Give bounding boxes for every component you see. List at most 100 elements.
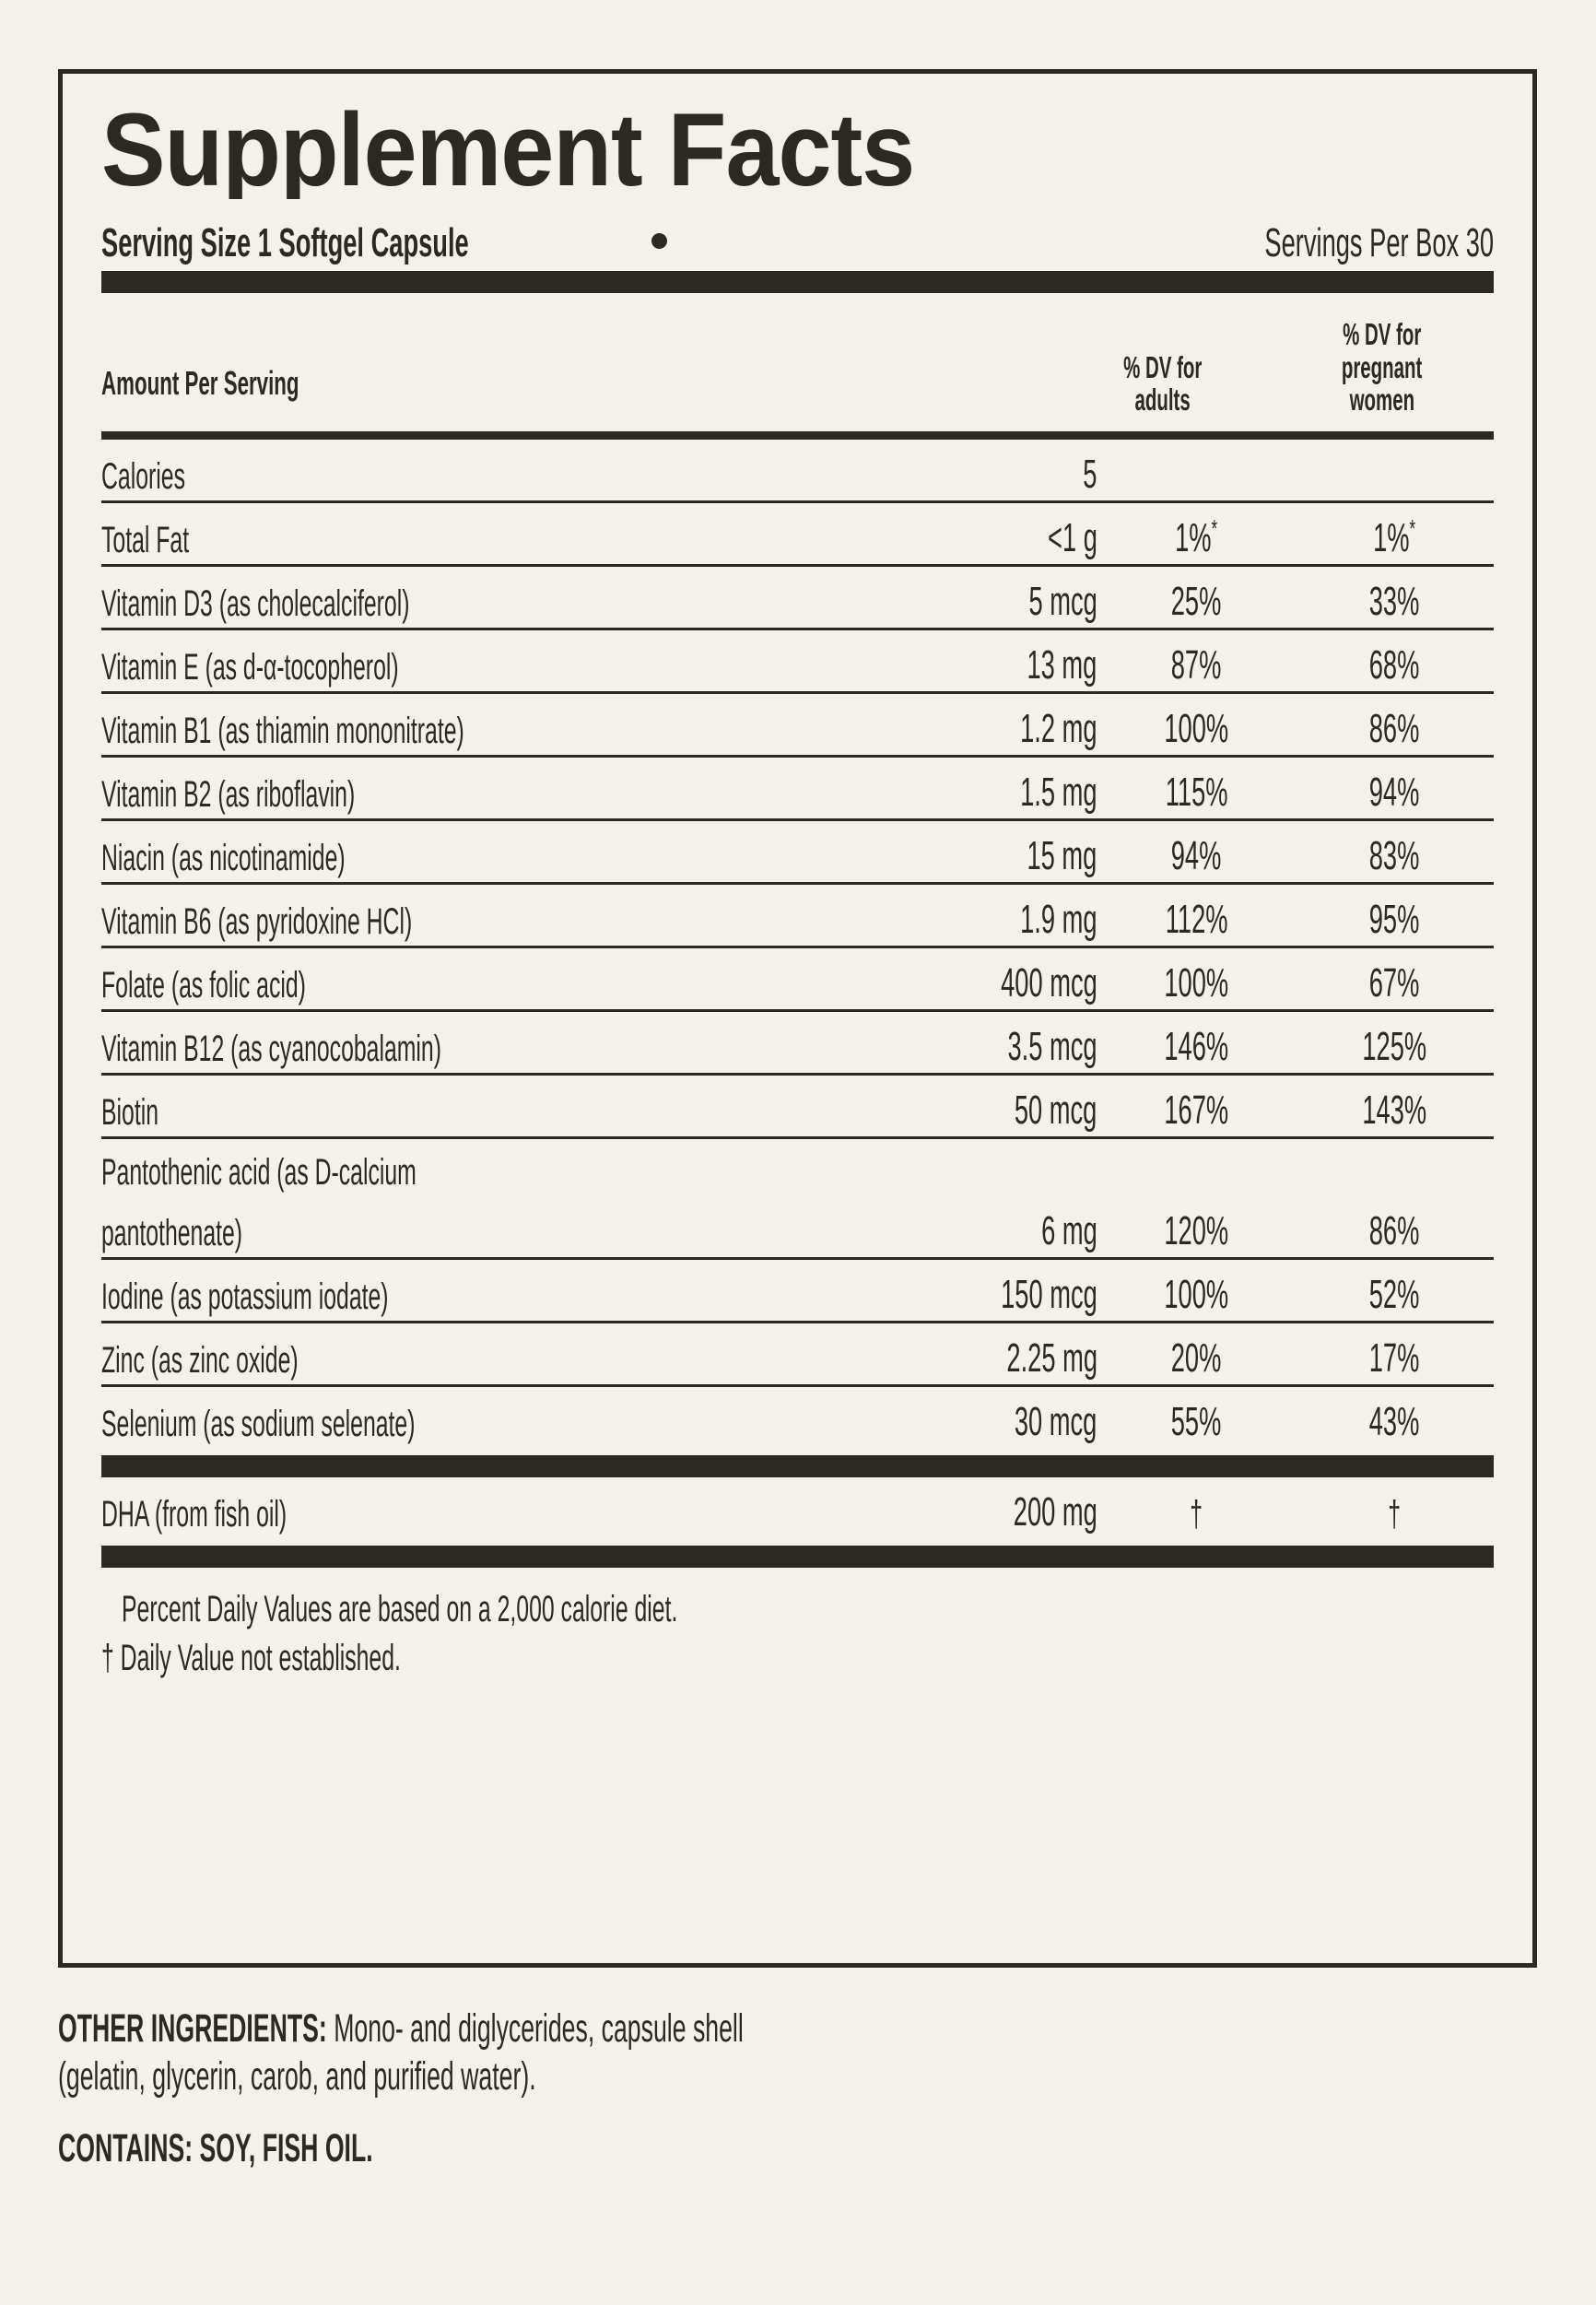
nutrient-amount-cell: 5 mcg xyxy=(746,565,1097,630)
servings-per-box-text: Servings Per Box 30 xyxy=(1124,223,1494,264)
nutrient-dv-adults-cell: 1%* xyxy=(1097,501,1296,567)
asterisk-marker: * xyxy=(1409,513,1416,543)
nutrient-dv-adults-cell: 100% xyxy=(1097,1258,1296,1323)
nutrient-amount-cell: 150 mcg xyxy=(746,1258,1097,1323)
nutrient-dv-adults-cell: 146% xyxy=(1097,1010,1296,1076)
table-row: Vitamin B12 (as cyanocobalamin) 3.5 mcg … xyxy=(101,1010,1494,1076)
spacer-cell xyxy=(746,1138,1097,1197)
nutrient-name-cell: Vitamin E (as d-α-tocopherol) xyxy=(101,629,747,694)
nutrient-name-cell: Zinc (as zinc oxide) xyxy=(101,1322,747,1387)
table-row: Selenium (as sodium selenate) 30 mcg 55%… xyxy=(101,1386,1494,1449)
nutrient-amount-cell: 1.5 mg xyxy=(746,756,1097,821)
contains-allergens-line: CONTAINS: SOY, FISH OIL. xyxy=(58,2125,373,2170)
table-row: Vitamin E (as d-α-tocopherol) 13 mg 87% … xyxy=(101,629,1494,694)
nutrient-name-cell: Vitamin B6 (as pyridoxine HCl) xyxy=(101,883,747,948)
serving-info-row: Serving Size 1 Softgel Capsule Servings … xyxy=(101,206,1494,264)
nutrient-dv-adults-cell: 25% xyxy=(1097,565,1296,630)
nutrient-dv-pregnant-cell: 43% xyxy=(1369,1399,1420,1444)
table-row: Total Fat <1 g 1%* 1%* xyxy=(101,501,1494,567)
nutrient-amount-cell: 200 mg xyxy=(1013,1489,1097,1535)
nutrient-name-cell: DHA (from fish oil) xyxy=(101,1494,288,1535)
nutrient-name-cell: Iodine (as potassium iodate) xyxy=(101,1258,747,1323)
nutrient-dv-pregnant-cell: 67% xyxy=(1295,947,1494,1012)
nutrient-amount-cell: 13 mg xyxy=(746,629,1097,694)
nutrient-dv-pregnant-cell: 143% xyxy=(1295,1074,1494,1139)
other-ingredients-label: OTHER INGREDIENTS: xyxy=(58,2006,327,2051)
table-row: Niacin (as nicotinamide) 15 mg 94% 83% xyxy=(101,819,1494,885)
table-row: Folate (as folic acid) 400 mcg 100% 67% xyxy=(101,947,1494,1012)
nutrient-dv-pregnant-cell: 1%* xyxy=(1295,501,1494,567)
dv-pregnant-header: % DV for pregnant women xyxy=(1342,317,1423,417)
nutrient-amount-cell: 3.5 mcg xyxy=(746,1010,1097,1076)
nutrient-dv-adults-cell: 120% xyxy=(1097,1196,1296,1260)
table-row-wrapped-first-line: Pantothenic acid (as D-calcium xyxy=(101,1138,1494,1197)
nutrient-dv-pregnant-cell: 33% xyxy=(1295,565,1494,630)
nutrient-amount-cell: 1.2 mg xyxy=(746,692,1097,758)
nutrient-amount-cell: 5 xyxy=(746,440,1097,503)
nutrient-dv-pregnant-cell: 52% xyxy=(1295,1258,1494,1323)
nutrient-amount-cell: 50 mcg xyxy=(746,1074,1097,1139)
nutrient-name-cell: Vitamin D3 (as cholecalciferol) xyxy=(101,565,747,630)
supplement-facts-panel: Supplement Facts Serving Size 1 Softgel … xyxy=(58,69,1537,1968)
nutrient-name-cell: Total Fat xyxy=(101,501,747,567)
nutrient-dv-adults-cell: 87% xyxy=(1097,629,1296,694)
nutrient-dv-pregnant-cell: 94% xyxy=(1295,756,1494,821)
nutrient-dv-pregnant-cell: 95% xyxy=(1295,883,1494,948)
nutrient-amount-cell: 15 mg xyxy=(746,819,1097,885)
other-ingredients-line1: OTHER INGREDIENTS: Mono- and diglyceride… xyxy=(58,2005,1542,2052)
nutrient-dv-adults-cell: 94% xyxy=(1097,819,1296,885)
nutrient-dv-adults-cell xyxy=(1097,440,1296,503)
nutrient-dv-adults-cell: 20% xyxy=(1097,1322,1296,1387)
nutrient-name-cell: Calories xyxy=(101,440,747,503)
nutrient-name-cell-line1: Pantothenic acid (as D-calcium xyxy=(101,1152,417,1193)
table-row: Vitamin D3 (as cholecalciferol) 5 mcg 25… xyxy=(101,565,1494,630)
nutrient-name-cell: Niacin (as nicotinamide) xyxy=(101,819,747,885)
other-ingredients-text: Mono- and diglycerides, capsule shell xyxy=(326,2006,744,2051)
footnotes-section: Percent Daily Values are based on a 2,00… xyxy=(101,1568,1494,1680)
percent-dv-footnote: Percent Daily Values are based on a 2,00… xyxy=(122,1589,678,1629)
nutrients-table: Calories 5 Total Fat <1 g 1%* 1%* Vitami… xyxy=(101,440,1494,1448)
nutrient-dv-adults-cell: 55% xyxy=(1170,1399,1222,1444)
nutrient-dv-adults-cell: 100% xyxy=(1097,692,1296,758)
table-top-rule xyxy=(101,431,1494,440)
serving-size-text: Serving Size 1 Softgel Capsule xyxy=(101,223,694,264)
nutrient-dv-pregnant-cell: 68% xyxy=(1295,629,1494,694)
nutrient-dv-pregnant-cell: 86% xyxy=(1295,1196,1494,1260)
header-thick-rule xyxy=(101,271,1494,293)
nutrient-dv-pregnant-cell xyxy=(1295,440,1494,503)
bullet-separator-icon xyxy=(651,233,667,249)
nutrient-name-cell: Vitamin B12 (as cyanocobalamin) xyxy=(101,1010,747,1076)
table-row: DHA (from fish oil) 200 mg † † xyxy=(101,1477,1494,1538)
nutrient-dv-adults-cell: 115% xyxy=(1097,756,1296,821)
nutrient-dv-adults-cell: 112% xyxy=(1097,883,1296,948)
asterisk-marker: * xyxy=(1211,513,1218,543)
amount-per-serving-header: Amount Per Serving xyxy=(101,364,299,402)
nutrient-amount-cell: 30 mcg xyxy=(1015,1399,1097,1444)
nutrient-dv-adults-cell: 167% xyxy=(1097,1074,1296,1139)
spacer-cell xyxy=(1296,1138,1494,1197)
nutrient-amount-cell: 1.9 mg xyxy=(746,883,1097,948)
table-row: Vitamin B1 (as thiamin mononitrate) 1.2 … xyxy=(101,692,1494,758)
serving-size-label: Serving Size 1 Softgel Capsule xyxy=(101,220,469,265)
dha-table: DHA (from fish oil) 200 mg † † xyxy=(101,1477,1494,1538)
nutrient-name-cell: Vitamin B2 (as riboflavin) xyxy=(101,756,747,821)
nutrient-name-cell: Folate (as folic acid) xyxy=(101,947,747,1012)
nutrient-dv-pregnant-cell: 125% xyxy=(1295,1010,1494,1076)
nutrient-amount-cell: <1 g xyxy=(746,501,1097,567)
other-ingredients-line2: (gelatin, glycerin, carob, and purified … xyxy=(58,2054,536,2099)
table-row: Iodine (as potassium iodate) 150 mcg 100… xyxy=(101,1258,1494,1323)
nutrient-name-cell-line2: pantothenate) xyxy=(101,1196,747,1260)
dagger-footnote: † Daily Value not established. xyxy=(101,1638,401,1679)
table-row: Biotin 50 mcg 167% 143% xyxy=(101,1074,1494,1139)
servings-per-box-label: Servings Per Box 30 xyxy=(1264,220,1494,265)
table-row: Calories 5 xyxy=(101,440,1494,503)
nutrient-amount-cell: 400 mcg xyxy=(746,947,1097,1012)
dha-section-top-rule xyxy=(101,1455,1494,1477)
nutrient-dv-adults-cell: 100% xyxy=(1097,947,1296,1012)
nutrient-dv-pregnant-cell: † xyxy=(1388,1494,1402,1535)
nutrient-name-cell: Biotin xyxy=(101,1074,747,1139)
nutrient-dv-pregnant-cell: 83% xyxy=(1295,819,1494,885)
page-title: Supplement Facts xyxy=(101,91,915,199)
column-header-band: Amount Per Serving % DV for adults % DV … xyxy=(101,293,1494,431)
